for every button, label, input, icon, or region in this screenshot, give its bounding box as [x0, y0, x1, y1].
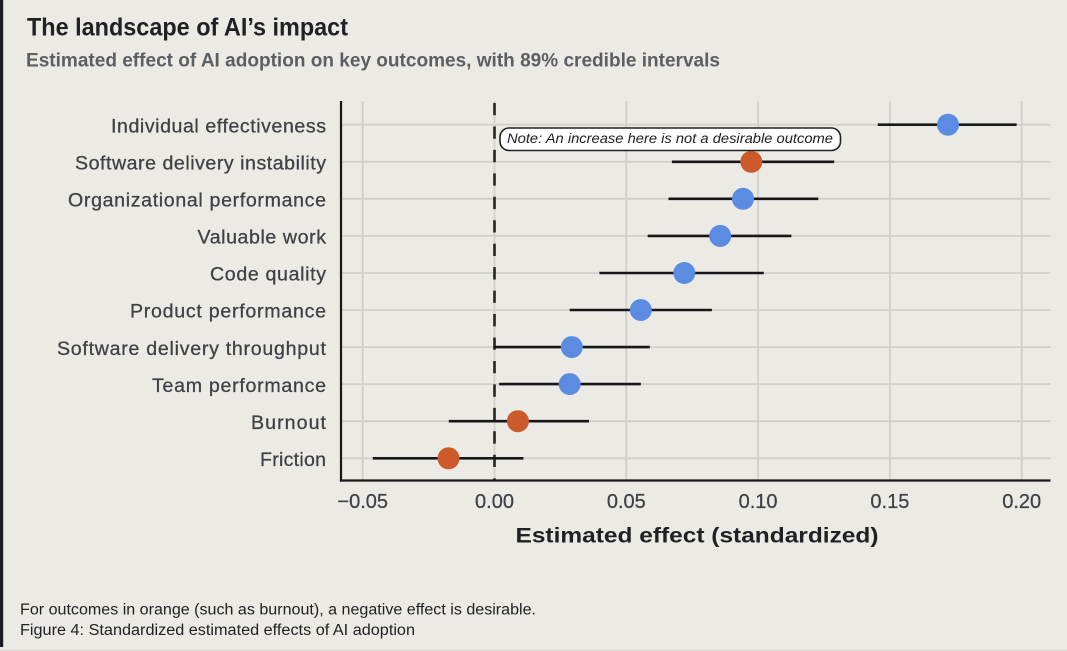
svg-text:Product performance: Product performance	[130, 301, 326, 323]
svg-text:Note: An increase here is not: Note: An increase here is not a desirabl…	[507, 131, 833, 147]
svg-text:0.20: 0.20	[1002, 491, 1041, 513]
svg-text:Figure 4: Standardized estimat: Figure 4: Standardized estimated effects…	[20, 622, 415, 639]
svg-text:Organizational performance: Organizational performance	[68, 190, 326, 212]
svg-text:0.00: 0.00	[475, 491, 514, 513]
svg-text:Individual effectiveness: Individual effectiveness	[111, 115, 326, 137]
svg-text:Friction: Friction	[260, 449, 326, 471]
svg-text:Estimated effect of AI adoptio: Estimated effect of AI adoption on key o…	[26, 50, 720, 72]
svg-text:For outcomes in orange (such a: For outcomes in orange (such as burnout)…	[20, 602, 536, 619]
svg-text:0.10: 0.10	[739, 491, 778, 513]
svg-text:The landscape of AI’s impact: The landscape of AI’s impact	[27, 15, 348, 42]
svg-text:0.15: 0.15	[870, 491, 909, 513]
svg-text:Code quality: Code quality	[210, 264, 326, 286]
svg-text:0.05: 0.05	[607, 491, 646, 513]
svg-text:Estimated effect (standardized: Estimated effect (standardized)	[516, 524, 879, 548]
svg-text:−0.05: −0.05	[337, 491, 388, 513]
svg-text:Burnout: Burnout	[251, 412, 327, 434]
svg-text:Valuable work: Valuable work	[198, 227, 327, 249]
svg-text:Team performance: Team performance	[152, 375, 326, 397]
svg-text:Software delivery instability: Software delivery instability	[75, 153, 326, 175]
svg-text:Software delivery throughput: Software delivery throughput	[57, 338, 327, 360]
